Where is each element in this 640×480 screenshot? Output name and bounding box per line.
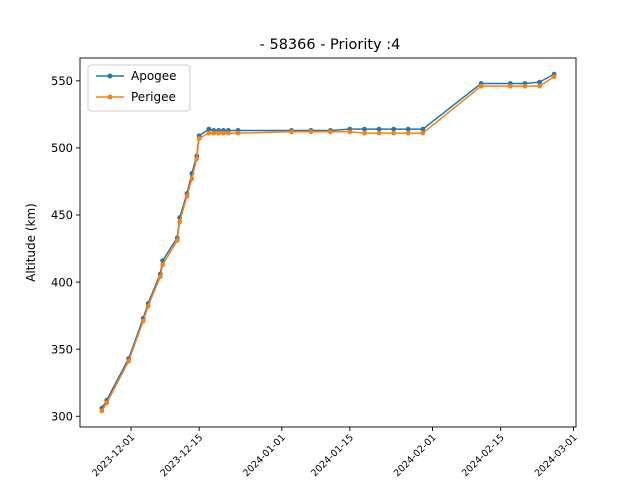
y-axis-ticks: 300 350 400 450 500 550 xyxy=(51,74,80,423)
apogee-data-point xyxy=(420,126,426,132)
perigee-data-point xyxy=(99,408,105,414)
perigee-data-point xyxy=(196,136,202,141)
perigee-data-point xyxy=(184,193,190,199)
perigee-data-point xyxy=(194,156,200,162)
perigee-data-point xyxy=(157,274,163,280)
y-tick-label: 400 xyxy=(51,275,73,289)
plot-area-frame xyxy=(79,57,577,428)
perigee-data-point xyxy=(522,83,528,89)
perigee-data-point xyxy=(362,130,367,136)
perigee-data-point xyxy=(405,130,411,136)
perigee-data-point xyxy=(126,358,132,364)
chart-title: - 58366 - Priority :4 xyxy=(260,37,401,53)
perigee-data-point xyxy=(376,130,382,136)
y-tick-label: 450 xyxy=(51,208,73,222)
y-tick-label: 300 xyxy=(51,409,73,423)
perigee-data-point xyxy=(551,74,557,80)
legend: Apogee Perigee xyxy=(87,64,191,112)
perigee-data-point xyxy=(211,130,217,136)
perigee-data-point xyxy=(308,129,314,135)
apogee-data-point xyxy=(376,126,382,132)
perigee-data-point xyxy=(189,176,195,182)
perigee-data-point xyxy=(221,130,226,136)
y-tick-label: 550 xyxy=(51,74,73,88)
perigee-data-point xyxy=(328,129,333,135)
y-tick-label: 350 xyxy=(51,342,73,356)
legend-label-apogee: Apogee xyxy=(131,69,177,83)
apogee-data-point xyxy=(391,126,397,132)
perigee-data-point xyxy=(216,130,221,136)
apogee-data-point xyxy=(405,126,411,132)
perigee-data-point xyxy=(507,83,513,89)
perigee-data-point xyxy=(160,262,166,268)
perigee-data-point xyxy=(206,130,212,136)
apogee-data-point xyxy=(362,126,367,132)
perigee-data-point xyxy=(347,129,353,135)
perigee-data-point xyxy=(140,318,146,324)
perigee-data-point xyxy=(420,130,426,136)
series-layer xyxy=(99,71,557,414)
perigee-data-point xyxy=(104,400,110,406)
legend-perigee-marker xyxy=(107,94,113,100)
perigee-data-point xyxy=(177,219,183,225)
perigee-data-point xyxy=(289,129,294,135)
perigee-data-point xyxy=(478,83,484,89)
y-tick-label: 500 xyxy=(51,141,73,155)
perigee-data-point xyxy=(537,83,542,89)
perigee-data-point xyxy=(235,130,241,136)
perigee-data-point xyxy=(174,238,180,243)
apogee-data-point xyxy=(537,79,542,85)
legend-label-perigee: Perigee xyxy=(131,90,176,104)
apogee-data-point xyxy=(206,126,212,132)
y-axis-label: Altitude (km) xyxy=(24,203,38,282)
perigee-data-point xyxy=(225,130,231,136)
perigee-data-point xyxy=(391,130,397,136)
legend-apogee-marker xyxy=(107,73,113,79)
perigee-data-point xyxy=(145,303,151,309)
